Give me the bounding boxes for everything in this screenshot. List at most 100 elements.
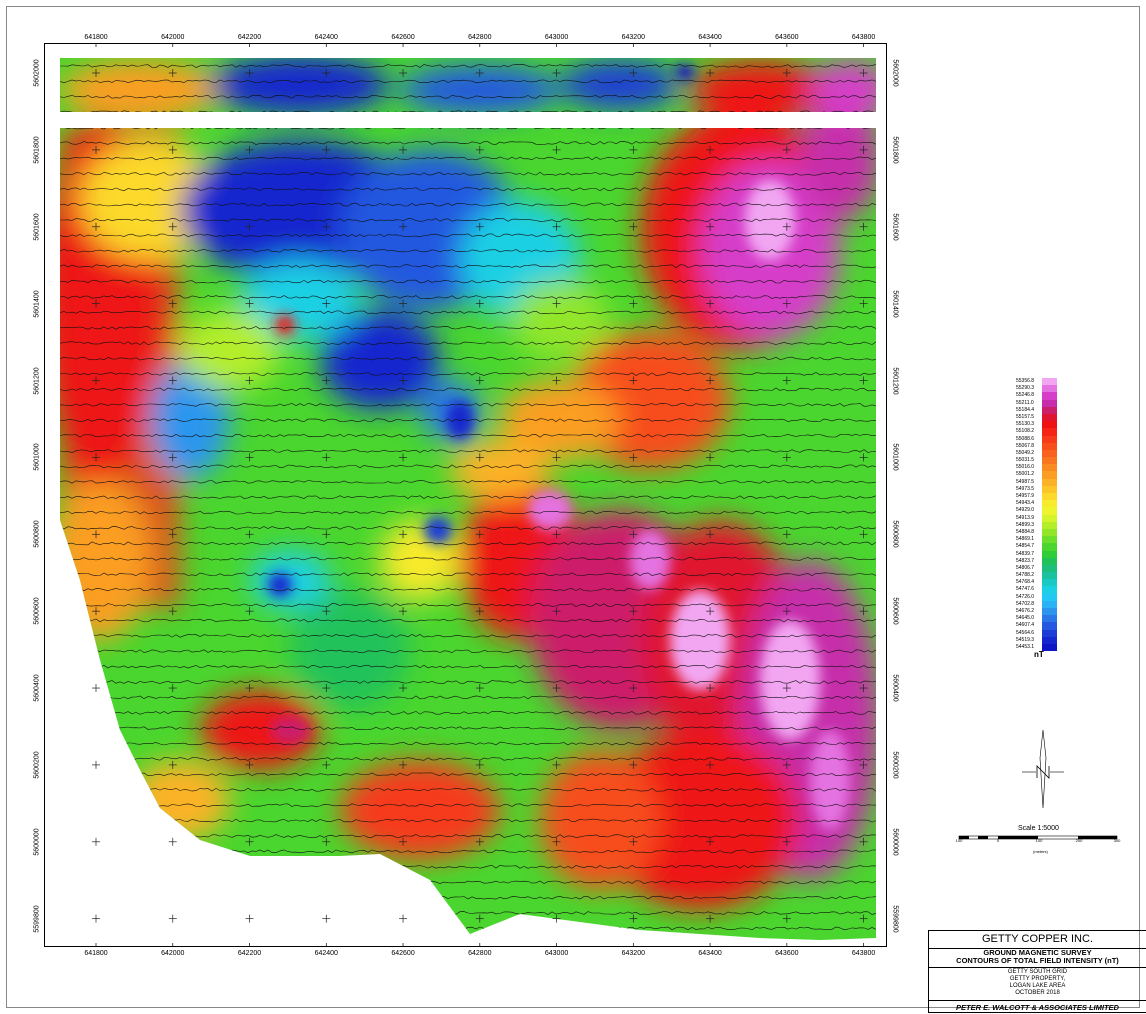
legend-swatch [1042, 478, 1057, 486]
x-tick-label: 642400 [314, 950, 338, 957]
legend-value: 55184.4 [1016, 406, 1035, 413]
legend-swatch [1042, 564, 1057, 573]
legend-swatch [1042, 536, 1057, 544]
legend-value: 55290.3 [1016, 385, 1035, 392]
scale-units: (meters) [1033, 849, 1048, 854]
y-tick-label: 5601800 [33, 136, 41, 164]
legend-row: 54453.1 [1016, 643, 1074, 652]
legend-value: 55108.2 [1016, 428, 1035, 435]
survey-line [60, 310, 876, 315]
legend-row: 55088.6 [1016, 435, 1074, 443]
survey-line [60, 479, 876, 484]
legend-value: 55001.2 [1016, 471, 1035, 478]
y-tick-label: 5601400 [33, 289, 41, 318]
y-tick-label: 5600600 [891, 597, 899, 625]
y-tick-label: 5600200 [891, 751, 899, 779]
legend-row: 54823.7 [1016, 557, 1074, 565]
legend-swatch [1042, 507, 1057, 515]
y-tick-label: 5601000 [891, 443, 899, 472]
legend-swatch [1042, 485, 1057, 493]
legend-swatch [1042, 622, 1057, 630]
survey-line [60, 695, 876, 700]
legend-value: 54453.1 [1016, 643, 1035, 650]
survey-line [60, 587, 876, 592]
y-tick-label: 5602000 [891, 59, 899, 87]
legend-row: 54987.5 [1016, 478, 1074, 486]
survey-line [60, 449, 876, 453]
survey-line [60, 464, 876, 469]
x-tick-label: 643000 [544, 34, 569, 41]
survey-line [60, 94, 876, 99]
survey-line [60, 772, 876, 777]
legend-value: 54676.2 [1016, 608, 1035, 614]
survey-line [60, 757, 876, 761]
legend-swatch [1042, 457, 1057, 465]
legend-swatch [1042, 550, 1057, 558]
x-tick-label: 641800 [84, 950, 108, 957]
legend-row: 55108.2 [1016, 428, 1074, 436]
map-sheet [6, 6, 1140, 1008]
legend-row: 55001.2 [1016, 471, 1074, 479]
scale-bar [958, 835, 1118, 840]
survey-line [60, 787, 876, 792]
x-tick-label: 642800 [468, 950, 492, 957]
scale-label: Scale 1:5000 [1018, 825, 1059, 832]
legend-value: 55088.6 [1016, 435, 1035, 442]
legend-value: 54957.9 [1016, 493, 1035, 499]
x-tick-label: 642000 [161, 950, 185, 957]
survey-line [60, 418, 876, 423]
legend-value: 54839.7 [1016, 550, 1035, 557]
legend-swatch [1042, 464, 1057, 472]
y-tick-label: 5601400 [891, 289, 899, 318]
x-tick-marks [95, 43, 864, 947]
legend-row: 55031.5 [1016, 457, 1074, 465]
legend-value: 54854.7 [1016, 543, 1035, 550]
legend-swatch [1042, 442, 1057, 450]
legend-row: 54519.3 [1016, 636, 1074, 644]
legend-swatch [1042, 392, 1057, 400]
survey-line [60, 818, 876, 823]
legend-row: 54973.5 [1016, 485, 1074, 493]
scale-tick-label: 100 [955, 838, 963, 843]
survey-line [60, 526, 876, 530]
x-tick-label: 643200 [621, 950, 645, 957]
x-tick-label: 643000 [544, 950, 569, 957]
survey-line [60, 171, 876, 176]
survey-line [60, 495, 876, 500]
survey-line [60, 64, 876, 68]
legend-value: 54607.4 [1016, 622, 1035, 629]
legend-swatch [1042, 428, 1057, 436]
survey-line [60, 618, 876, 623]
legend-swatch [1042, 435, 1057, 443]
legend-swatch [1042, 500, 1057, 508]
y-tick-label: 5600400 [891, 674, 899, 702]
legend-row: 54788.2 [1016, 572, 1074, 580]
legend-row: 54854.7 [1016, 543, 1074, 551]
survey-line [60, 295, 876, 299]
x-tick-label: 642200 [237, 950, 262, 957]
legend-row: 55157.5 [1016, 413, 1074, 422]
legend-row: 55356.8 [1016, 378, 1074, 386]
legend-swatch [1042, 608, 1057, 616]
legend-value: 55356.8 [1016, 378, 1035, 384]
survey-line [60, 803, 876, 808]
grid-name: GETTY SOUTH GRID [1007, 969, 1068, 975]
legend-value: 54913.9 [1016, 514, 1035, 521]
survey-line [60, 603, 876, 607]
legend-value: 54943.4 [1016, 500, 1035, 507]
legend-swatch [1042, 449, 1057, 458]
legend-row: 55130.3 [1016, 421, 1074, 429]
x-tick-label: 642400 [314, 34, 338, 41]
legend-swatch [1042, 579, 1057, 587]
legend-value: 54973.5 [1016, 485, 1035, 492]
legend-value: 54869.1 [1016, 536, 1035, 543]
legend-swatch [1042, 636, 1057, 644]
x-tick-label: 643600 [775, 950, 799, 957]
legend-row: 54645.0 [1016, 615, 1074, 623]
x-tick-label: 641800 [84, 34, 108, 41]
legend-value: 54987.5 [1016, 478, 1035, 485]
legend-value: 54702.8 [1016, 600, 1035, 607]
legend-row: 54607.4 [1016, 622, 1074, 630]
y-tick-label: 5601800 [891, 136, 899, 164]
legend-swatch [1042, 643, 1057, 652]
